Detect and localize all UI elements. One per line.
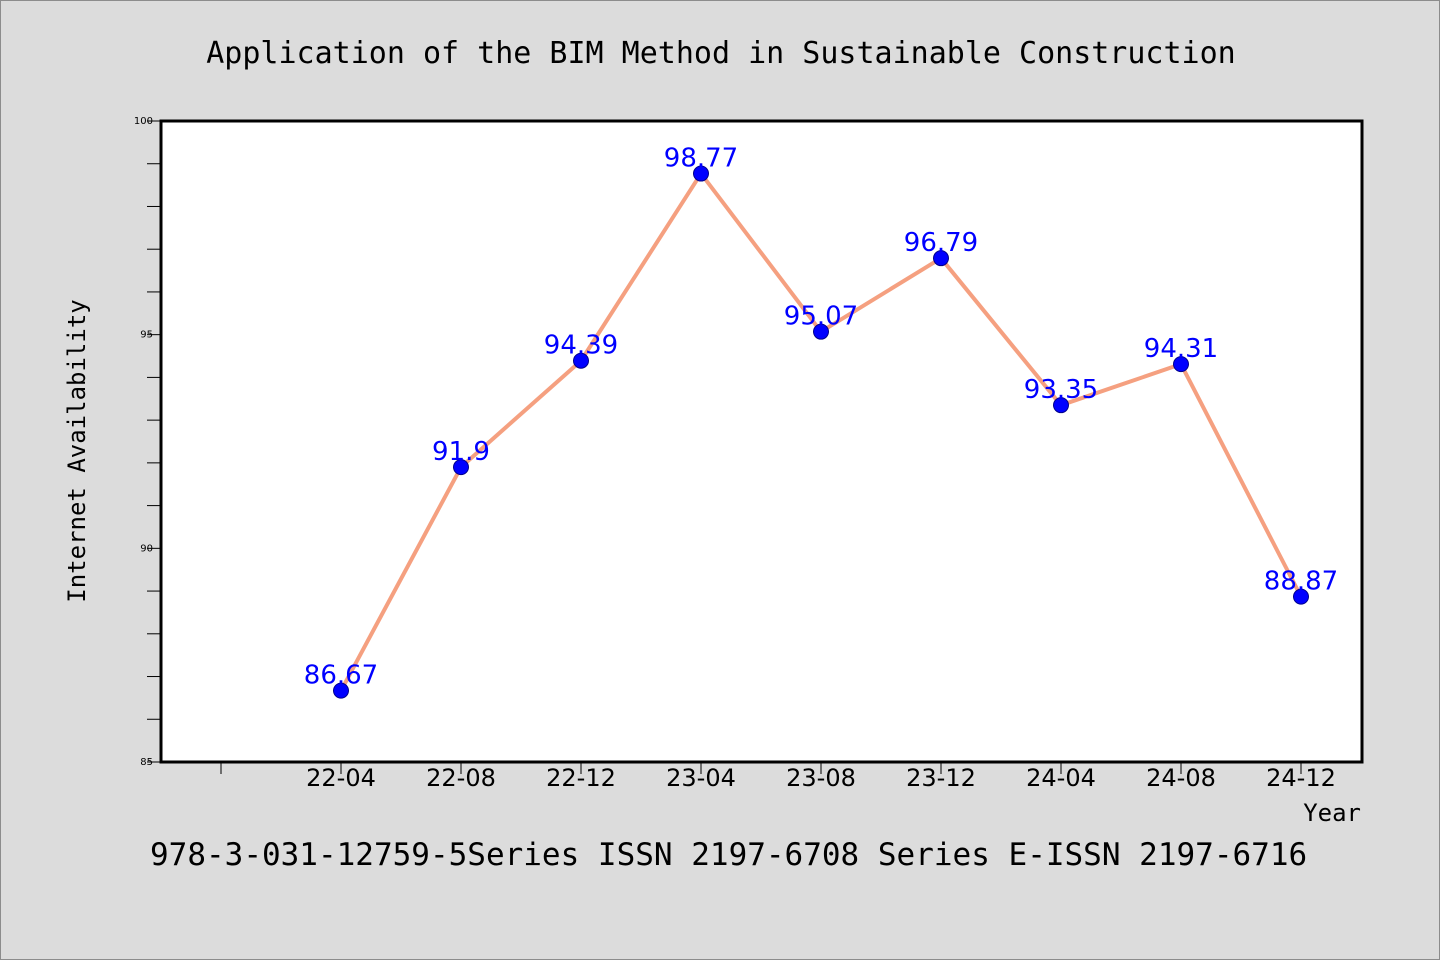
data-point [1173,356,1189,373]
y-tick-label: 100 [134,116,153,127]
data-point [453,459,469,476]
x-axis-label: Year [1303,799,1361,827]
x-tick-label: 23-04 [666,764,736,792]
y-tick-label: 90 [140,543,153,554]
data-label: 98.77 [664,144,738,174]
x-tick-label: 23-12 [906,764,976,792]
y-axis: 85 90 95 100 [134,116,161,768]
data-point [573,352,589,369]
data-point [813,323,829,340]
x-tick-label: 22-12 [546,764,616,792]
data-label: 86.67 [304,661,378,691]
x-tick-label: 24-08 [1146,764,1216,792]
data-label: 88.87 [1264,567,1338,597]
data-point [333,682,349,699]
y-tick-label: 85 [140,757,153,768]
y-tick-label: 95 [140,330,153,341]
data-point [693,165,709,182]
x-tick-label: 22-04 [306,764,376,792]
data-label: 94.39 [544,331,618,361]
x-tick-label: 22-08 [426,764,496,792]
x-tick-label: 24-04 [1026,764,1096,792]
isbn-footer: 978-3-031-12759-5Series ISSN 2197-6708 S… [150,837,1307,873]
chart-title: Application of the BIM Method in Sustain… [206,36,1236,71]
data-point [933,250,949,267]
data-label: 95.07 [784,302,858,332]
data-point [1293,588,1309,605]
x-tick-label: 24-12 [1266,764,1336,792]
data-point [1053,397,1069,414]
x-tick-label: 23-08 [786,764,856,792]
series-group [333,165,1309,699]
data-label: 91.9 [432,437,490,467]
y-axis-label: Internet Availability [63,299,91,602]
data-label: 93.35 [1024,375,1098,405]
data-label: 96.79 [904,228,978,258]
data-label-group: 86.67 91.9 94.39 98.77 95.07 96.79 93.35 94.31 8… [304,144,1338,691]
x-axis: 22-04 22-08 22-12 23-04 23-08 23-12 24-04 24-08… [220,762,1336,792]
data-label: 94.31 [1144,334,1218,364]
